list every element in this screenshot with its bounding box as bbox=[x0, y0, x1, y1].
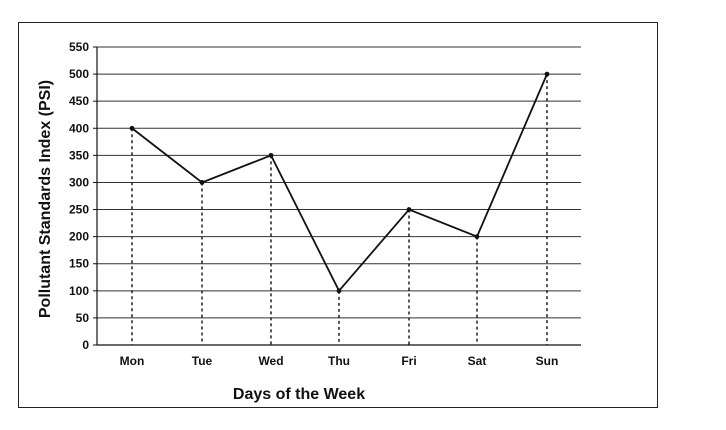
y-tick-label: 300 bbox=[69, 175, 89, 189]
x-tick-labels: Mon Tue Wed Thu Fri Sat Sun bbox=[120, 354, 559, 368]
drop-lines bbox=[131, 74, 548, 345]
x-tick-label: Wed bbox=[258, 354, 283, 368]
y-axis-title: Pollutant Standards Index (PSI) bbox=[37, 80, 54, 318]
y-tick-label: 200 bbox=[69, 230, 89, 244]
data-point-fri bbox=[406, 207, 412, 212]
x-tick-label: Sun bbox=[536, 354, 559, 368]
y-tick-label: 50 bbox=[76, 311, 90, 325]
y-tick-label: 400 bbox=[69, 121, 89, 135]
data-point-mon bbox=[129, 125, 135, 131]
y-tick-label: 350 bbox=[69, 148, 89, 162]
x-tick-label: Fri bbox=[401, 354, 416, 368]
y-tick-label: 0 bbox=[82, 338, 89, 352]
y-tick-label: 150 bbox=[69, 257, 89, 271]
y-tick-label: 100 bbox=[69, 284, 89, 298]
gridlines bbox=[97, 46, 581, 319]
x-tick-label: Mon bbox=[120, 354, 145, 368]
y-tick-label: 250 bbox=[69, 203, 89, 217]
x-tick-label: Thu bbox=[328, 354, 350, 368]
axes bbox=[93, 46, 581, 346]
line-chart: 0 50 100 150 200 250 300 350 400 450 500 550 Mon Tue… bbox=[37, 40, 581, 403]
data-point-sat bbox=[474, 234, 480, 240]
data-point-sun bbox=[544, 71, 550, 77]
y-tick-label: 500 bbox=[69, 67, 89, 81]
y-tick-label: 550 bbox=[69, 40, 89, 54]
y-tick-label: 450 bbox=[69, 94, 89, 108]
data-point-wed bbox=[268, 152, 274, 158]
series bbox=[129, 71, 550, 294]
chart-frame: 0 50 100 150 200 250 300 350 400 450 500 550 Mon Tue… bbox=[18, 22, 658, 408]
x-axis-title: Days of the Week bbox=[233, 386, 365, 403]
data-point-thu bbox=[336, 288, 342, 294]
x-tick-label: Tue bbox=[192, 354, 213, 368]
y-tick-labels: 0 50 100 150 200 250 300 350 400 450 500 550 bbox=[69, 40, 89, 352]
x-tick-label: Sat bbox=[468, 354, 487, 368]
data-point-tue bbox=[199, 180, 205, 185]
